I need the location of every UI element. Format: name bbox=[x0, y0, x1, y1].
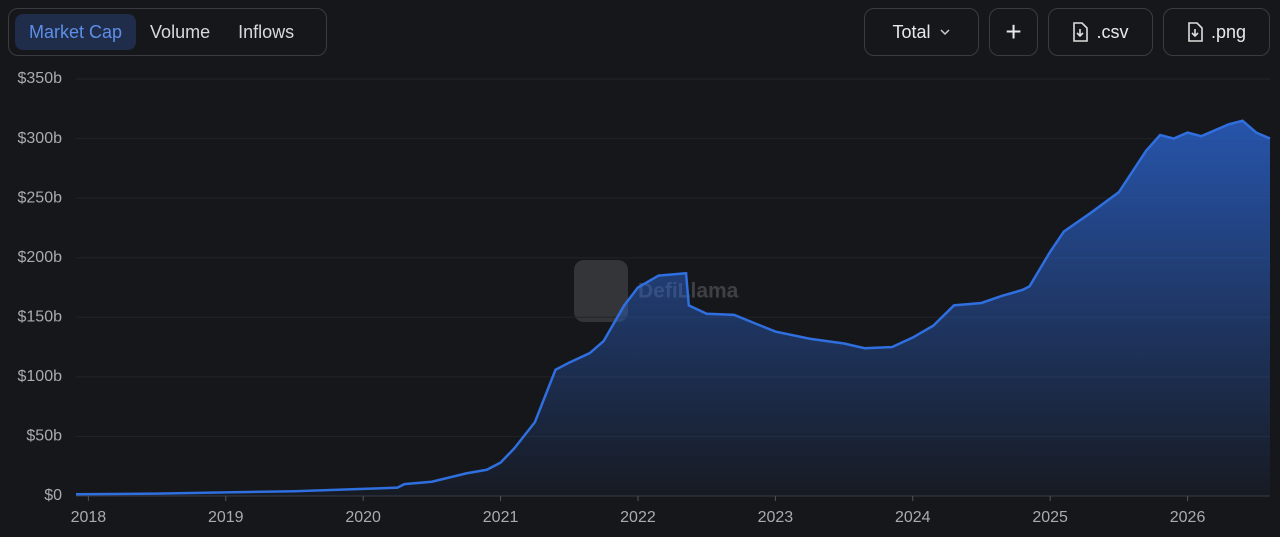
y-tick-label: $0 bbox=[44, 487, 62, 504]
file-icon bbox=[1188, 22, 1203, 42]
csv-button[interactable]: .csv bbox=[1048, 8, 1153, 56]
png-label: .png bbox=[1210, 21, 1247, 42]
x-tick-label: 2019 bbox=[208, 509, 244, 526]
y-tick-label: $50b bbox=[26, 428, 62, 445]
add-button[interactable]: + bbox=[989, 8, 1038, 56]
tab[interactable]: Volume bbox=[150, 21, 211, 42]
csv-label: .csv bbox=[1096, 21, 1129, 42]
x-tick-label: 2022 bbox=[620, 509, 656, 526]
area bbox=[76, 120, 1270, 496]
y-tick-label: $200b bbox=[18, 249, 63, 266]
chevron bbox=[939, 29, 950, 36]
x-tick-label: 2024 bbox=[895, 509, 931, 526]
dropdown-label: Total bbox=[892, 21, 931, 42]
tab[interactable]: Inflows bbox=[238, 21, 295, 42]
x-tick-label: 2021 bbox=[483, 509, 519, 526]
file-icon bbox=[1073, 22, 1089, 42]
y-tick-label: $100b bbox=[18, 368, 63, 385]
x-tick-label: 2026 bbox=[1170, 509, 1206, 526]
y-tick-label: $300b bbox=[18, 130, 63, 147]
tab[interactable]: Market Cap bbox=[15, 14, 137, 50]
line bbox=[75, 119, 1271, 496]
png-button[interactable]: .png bbox=[1163, 8, 1270, 56]
dropdown[interactable]: Total bbox=[864, 8, 979, 56]
y-tick-label: $250b bbox=[18, 189, 63, 206]
x-tick-label: 2018 bbox=[71, 509, 107, 526]
tab-group: Market Cap Volume Inflows bbox=[8, 8, 327, 56]
x-tick-label: 2023 bbox=[758, 509, 794, 526]
y-tick-label: $150b bbox=[18, 309, 63, 326]
x-tick-label: 2025 bbox=[1032, 509, 1068, 526]
y-tick-label: $350b bbox=[18, 70, 63, 87]
watermark-logo bbox=[574, 260, 628, 322]
x-tick-label: 2020 bbox=[345, 509, 381, 526]
